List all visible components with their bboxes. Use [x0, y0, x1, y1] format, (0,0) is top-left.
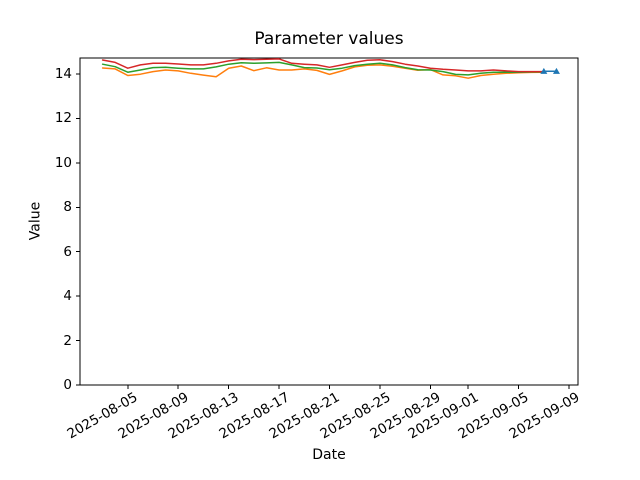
- y-tick-label: 10: [54, 154, 72, 171]
- y-tick-label: 12: [54, 110, 72, 127]
- plot-border: [79, 57, 579, 386]
- y-tick-label: 14: [54, 65, 72, 82]
- y-tick-label: 4: [63, 288, 72, 305]
- y-tick-label: 6: [63, 243, 72, 260]
- y-tick-label: 8: [63, 199, 72, 216]
- series-green-line: [101, 61, 545, 76]
- series-blue-marker: [540, 67, 548, 74]
- series-red-line: [101, 58, 545, 73]
- y-tick-label: 2: [63, 332, 72, 349]
- chart-title: Parameter values: [254, 29, 404, 49]
- series-blue-marker: [552, 67, 560, 74]
- series-orange-line: [101, 64, 545, 79]
- y-axis-label: Value: [27, 201, 44, 241]
- y-tick-label: 0: [63, 377, 72, 393]
- x-axis-label: Date: [312, 447, 346, 463]
